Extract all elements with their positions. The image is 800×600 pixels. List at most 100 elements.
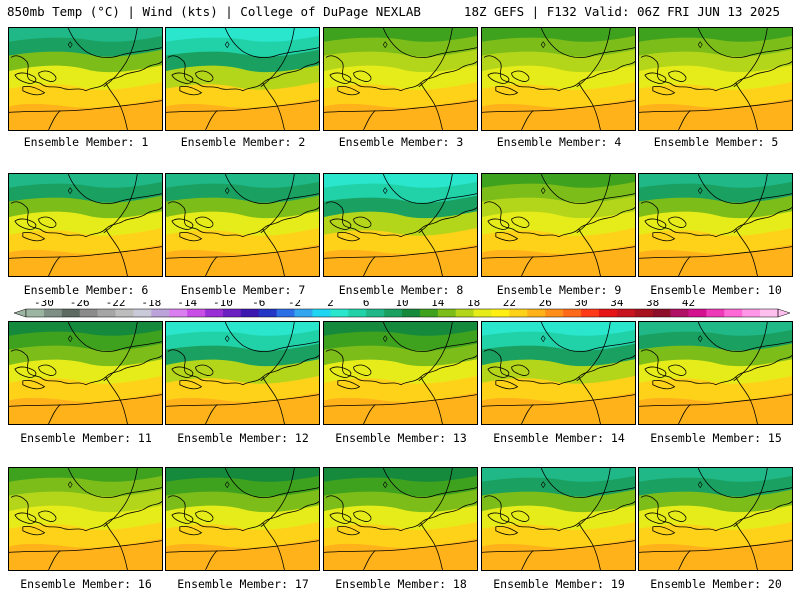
colorbar-swatch — [133, 309, 152, 317]
ensemble-member-label: Ensemble Member: 1 — [23, 135, 149, 149]
ensemble-member-label: Ensemble Member: 8 — [338, 283, 464, 297]
colorbar-swatch — [491, 309, 510, 317]
colorbar-swatch — [240, 309, 260, 317]
colorbar-swatch — [169, 309, 188, 317]
ensemble-member-map — [165, 467, 320, 571]
colorbar-tick-label: 18 — [467, 300, 480, 309]
ensemble-member-label: Ensemble Member: 10 — [650, 283, 782, 297]
colorbar-tick-label: -22 — [106, 300, 126, 309]
ensemble-member-map — [323, 173, 478, 277]
colorbar-swatch — [97, 309, 116, 317]
colorbar-swatch — [43, 309, 63, 317]
colorbar-swatch — [581, 309, 600, 317]
colorbar-swatch — [563, 309, 582, 317]
ensemble-member-map — [8, 467, 163, 571]
colorbar-tick-label: 2 — [327, 300, 334, 309]
temperature-colorbar: -30 -26 -22 -18 -14 -10 -6 -2 2 6 10 14 18 22 26 30 34 38… — [13, 300, 791, 318]
colorbar-swatch — [598, 309, 618, 317]
ensemble-member-map — [481, 173, 636, 277]
colorbar-swatch — [527, 309, 546, 317]
colorbar-min-arrow — [13, 308, 27, 318]
colorbar-swatch — [634, 309, 653, 317]
colorbar-tick-label: -10 — [213, 300, 233, 309]
colorbar-tick-label: -6 — [252, 300, 265, 309]
ensemble-member-label: Ensemble Member: 18 — [335, 577, 467, 591]
ensemble-member-map — [481, 27, 636, 131]
colorbar-tick-label: 22 — [503, 300, 516, 309]
colorbar-swatch — [473, 309, 492, 317]
colorbar-swatch — [545, 309, 564, 317]
run-valid-time: 18Z GEFS | F132 Valid: 06Z FRI JUN 13 20… — [463, 4, 780, 19]
colorbar-tick-label: 10 — [395, 300, 408, 309]
ensemble-member-label: Ensemble Member: 11 — [20, 431, 152, 445]
ensemble-member-label: Ensemble Member: 17 — [177, 577, 309, 591]
ensemble-member-label: Ensemble Member: 5 — [653, 135, 779, 149]
colorbar-swatch — [742, 309, 761, 317]
colorbar-swatch — [222, 309, 242, 317]
colorbar-swatch — [384, 309, 403, 317]
ensemble-member-label: Ensemble Member: 16 — [20, 577, 152, 591]
ensemble-member-map — [8, 321, 163, 425]
ensemble-member-label: Ensemble Member: 2 — [180, 135, 306, 149]
ensemble-member-map — [638, 27, 793, 131]
colorbar-tick-label: -30 — [34, 300, 54, 309]
colorbar-swatch — [402, 309, 421, 317]
colorbar-max-arrow — [777, 308, 791, 318]
colorbar-tick-label: -26 — [70, 300, 90, 309]
colorbar-tick-label: 30 — [574, 300, 587, 309]
ensemble-member-map — [8, 27, 163, 131]
colorbar-swatch — [115, 309, 134, 317]
ensemble-member-label: Ensemble Member: 20 — [650, 577, 782, 591]
colorbar-swatch — [312, 309, 331, 317]
colorbar-tick-label: 34 — [610, 300, 624, 309]
colorbar-swatch — [688, 309, 707, 317]
colorbar-swatch — [670, 309, 689, 317]
colorbar-swatch — [151, 309, 170, 317]
colorbar-tick-label: 26 — [539, 300, 552, 309]
ensemble-member-map — [638, 173, 793, 277]
colorbar-swatch — [455, 309, 474, 317]
colorbar-swatch — [294, 309, 313, 317]
ensemble-member-map — [165, 173, 320, 277]
colorbar-swatch — [419, 309, 439, 317]
ensemble-member-label: Ensemble Member: 4 — [496, 135, 622, 149]
colorbar-swatch — [724, 309, 743, 317]
colorbar-tick-label: 42 — [682, 300, 695, 309]
colorbar-swatch — [760, 309, 779, 317]
ensemble-member-map — [481, 467, 636, 571]
colorbar-tick-label: 6 — [363, 300, 370, 309]
ensemble-member-label: Ensemble Member: 13 — [335, 431, 467, 445]
ensemble-member-label: Ensemble Member: 14 — [493, 431, 625, 445]
ensemble-member-label: Ensemble Member: 3 — [338, 135, 464, 149]
colorbar-swatch — [187, 309, 206, 317]
colorbar-swatch — [276, 309, 295, 317]
colorbar-tick-label: -14 — [177, 300, 197, 309]
colorbar-swatch — [330, 309, 349, 317]
ensemble-member-map — [323, 27, 478, 131]
ensemble-member-label: Ensemble Member: 12 — [177, 431, 309, 445]
colorbar-swatch — [652, 309, 671, 317]
ensemble-member-map — [638, 321, 793, 425]
colorbar-swatch — [706, 309, 725, 317]
ensemble-member-map — [8, 173, 163, 277]
colorbar-tick-label: 38 — [646, 300, 659, 309]
colorbar-swatch — [437, 309, 457, 317]
ensemble-member-label: Ensemble Member: 9 — [496, 283, 622, 297]
ensemble-member-label: Ensemble Member: 19 — [493, 577, 625, 591]
colorbar-swatch — [79, 309, 98, 317]
colorbar-tick-label: 14 — [431, 300, 445, 309]
colorbar-swatch — [509, 309, 528, 317]
ensemble-member-label: Ensemble Member: 7 — [180, 283, 306, 297]
ensemble-member-map — [481, 321, 636, 425]
colorbar-tick-label: -2 — [288, 300, 301, 309]
colorbar-swatch — [348, 309, 367, 317]
colorbar-swatch — [258, 309, 277, 317]
ensemble-member-map — [323, 467, 478, 571]
colorbar-tick-label: -18 — [141, 300, 161, 309]
colorbar-swatch — [26, 309, 45, 317]
ensemble-member-map — [323, 321, 478, 425]
colorbar-swatch — [61, 309, 81, 317]
colorbar-swatch — [616, 309, 636, 317]
map-title: 850mb Temp (°C) | Wind (kts) | College o… — [7, 4, 421, 19]
ensemble-member-label: Ensemble Member: 15 — [650, 431, 782, 445]
